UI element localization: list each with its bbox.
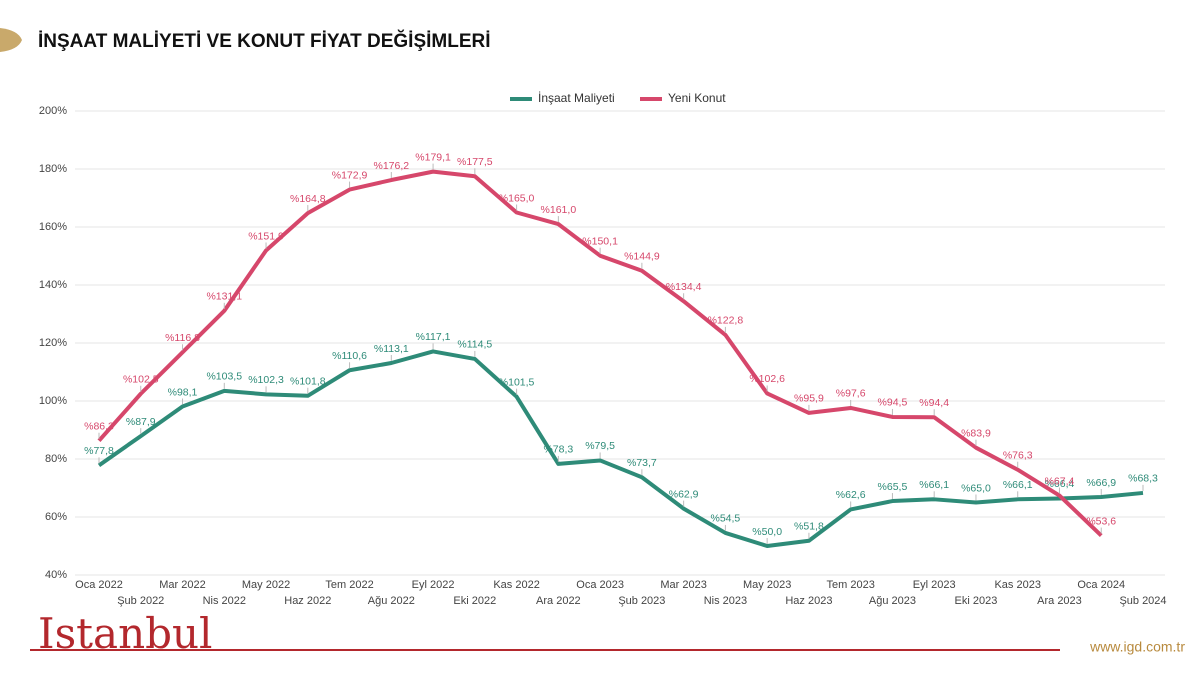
series-line (97, 169, 1103, 538)
y-tick-label: 60% (45, 511, 67, 523)
x-tick-label: Eyl 2022 (412, 579, 455, 591)
series-line (97, 349, 1144, 548)
x-tick-label: May 2023 (743, 579, 791, 591)
data-label: %87,9 (126, 416, 156, 428)
data-label: %117,1 (416, 331, 451, 343)
data-label: %161,0 (541, 204, 577, 216)
y-tick-label: 100% (39, 395, 67, 407)
data-label: %131,1 (206, 291, 242, 303)
data-label: %86,3 (84, 421, 114, 433)
x-tick-label: May 2022 (242, 579, 290, 591)
y-tick-label: 140% (39, 279, 67, 291)
y-tick-label: 120% (39, 337, 67, 349)
data-label: %73,7 (627, 457, 657, 469)
data-label: %113,1 (374, 343, 409, 355)
x-tick-label: Mar 2023 (660, 579, 706, 591)
data-label: %77,8 (84, 445, 114, 457)
x-tick-label: Nis 2023 (704, 595, 747, 607)
x-tick-label: Tem 2023 (827, 579, 875, 591)
legend-label: Yeni Konut (668, 91, 726, 105)
x-tick-label: Eki 2023 (955, 595, 998, 607)
data-label: %102,6 (749, 373, 785, 385)
chart-title: İNŞAAT MALİYETİ VE KONUT FİYAT DEĞİŞİMLE… (38, 30, 491, 52)
x-tick-label: Oca 2024 (1077, 579, 1125, 591)
x-tick-label: Ağu 2022 (368, 595, 415, 607)
data-label: %150,1 (582, 235, 618, 247)
data-label: %66,9 (1086, 477, 1116, 489)
x-tick-label: Haz 2022 (284, 595, 331, 607)
data-label: %101,8 (290, 376, 326, 388)
x-tick-label: Şub 2023 (618, 595, 665, 607)
data-label: %122,8 (708, 315, 744, 327)
data-label: %53,6 (1086, 515, 1116, 527)
data-label: %144,9 (624, 251, 660, 263)
data-label: %95,9 (794, 393, 824, 405)
x-tick-label: Kas 2023 (994, 579, 1040, 591)
data-label: %54,5 (711, 513, 741, 525)
data-label: %83,9 (961, 427, 991, 439)
y-tick-label: 80% (45, 453, 67, 465)
x-tick-label: Eki 2022 (453, 595, 496, 607)
data-label: %103,5 (206, 371, 242, 383)
x-tick-label: Nis 2022 (203, 595, 246, 607)
data-label: %101,5 (499, 376, 535, 388)
data-label: %66,1 (919, 479, 949, 491)
x-tick-label: Mar 2022 (159, 579, 205, 591)
data-label: %62,6 (836, 489, 866, 501)
x-tick-label: Haz 2023 (785, 595, 832, 607)
data-label: %177,5 (457, 156, 493, 168)
data-label: %102,3 (248, 374, 284, 386)
data-label: %134,4 (666, 281, 702, 293)
y-tick-label: 40% (45, 569, 67, 581)
data-label: %50,0 (752, 526, 782, 538)
data-label: %78,3 (543, 444, 573, 456)
x-tick-label: Şub 2024 (1119, 595, 1166, 607)
data-label: %114,5 (457, 339, 492, 351)
x-tick-label: Tem 2022 (325, 579, 373, 591)
x-tick-label: Ara 2022 (536, 595, 581, 607)
data-label: %151,9 (248, 230, 284, 242)
data-label: %68,3 (1128, 473, 1158, 485)
x-tick-label: Kas 2022 (493, 579, 539, 591)
data-label: %51,8 (794, 521, 824, 533)
data-label: %94,4 (919, 397, 949, 409)
title-ornament (0, 28, 22, 52)
data-label: %110,6 (332, 350, 367, 362)
y-tick-label: 160% (39, 221, 67, 233)
y-tick-label: 180% (39, 163, 67, 175)
data-label: %176,2 (374, 160, 410, 172)
x-tick-label: Ara 2023 (1037, 595, 1082, 607)
data-label: %66,1 (1003, 479, 1033, 491)
data-label: %62,9 (669, 488, 699, 500)
data-label: %102,5 (123, 374, 159, 386)
data-label: %116,8 (165, 332, 200, 344)
data-label: %67,4 (1045, 475, 1075, 487)
x-tick-label: Oca 2022 (75, 579, 123, 591)
x-tick-label: Eyl 2023 (913, 579, 956, 591)
x-tick-label: Ağu 2023 (869, 595, 916, 607)
data-label: %179,1 (415, 151, 451, 163)
data-label: %79,5 (585, 440, 615, 452)
legend-label: İnşaat Maliyeti (538, 91, 615, 105)
data-label: %164,8 (290, 193, 326, 205)
data-label: %165,0 (499, 192, 535, 204)
x-tick-label: Oca 2023 (576, 579, 624, 591)
data-label: %66,4 (1045, 478, 1075, 490)
data-label: %65,0 (961, 482, 991, 494)
data-label: %76,3 (1003, 450, 1033, 462)
data-label: %97,6 (836, 388, 866, 400)
data-label: %98,1 (168, 386, 198, 398)
website: www.igd.com.tr (1089, 639, 1185, 655)
y-tick-label: 200% (39, 105, 67, 117)
data-label: %94,5 (878, 397, 908, 409)
data-label: %172,9 (332, 169, 368, 181)
data-label: %65,5 (878, 481, 908, 493)
x-tick-label: Şub 2022 (117, 595, 164, 607)
